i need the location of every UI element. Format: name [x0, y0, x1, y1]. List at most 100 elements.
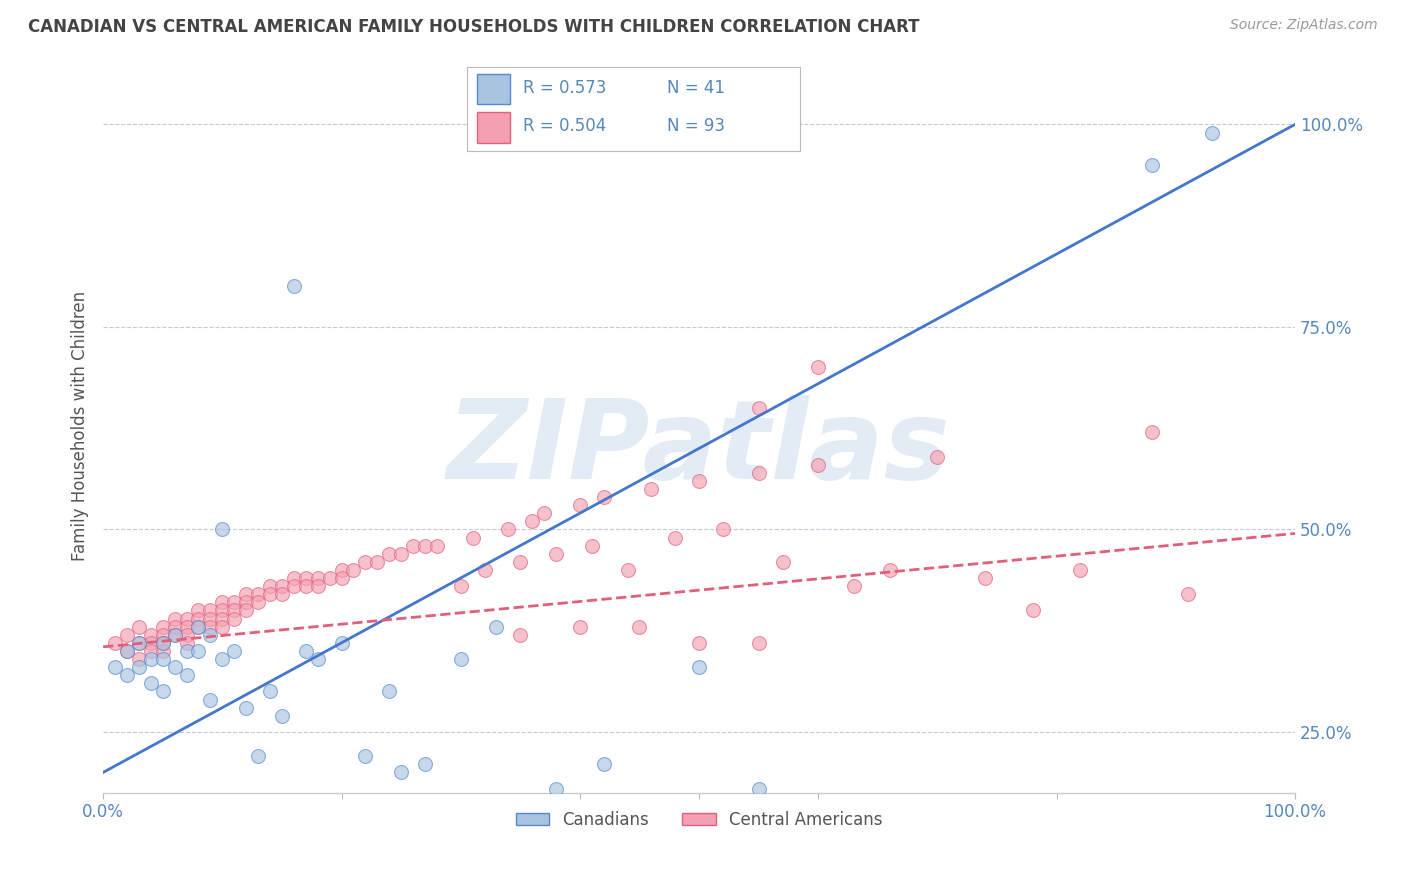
Point — [748, 636, 770, 650]
Point — [581, 539, 603, 553]
Point — [807, 458, 830, 472]
Point — [544, 781, 567, 796]
Point — [176, 628, 198, 642]
Point — [104, 636, 127, 650]
Point — [152, 644, 174, 658]
Point — [200, 611, 222, 625]
Text: CANADIAN VS CENTRAL AMERICAN FAMILY HOUSEHOLDS WITH CHILDREN CORRELATION CHART: CANADIAN VS CENTRAL AMERICAN FAMILY HOUS… — [28, 18, 920, 36]
Point — [224, 644, 246, 658]
Point — [1201, 126, 1223, 140]
Point — [294, 579, 316, 593]
Point — [748, 781, 770, 796]
Point — [163, 660, 186, 674]
Point — [1140, 425, 1163, 440]
Point — [330, 636, 353, 650]
Point — [139, 676, 162, 690]
Point — [211, 603, 233, 617]
Point — [271, 708, 294, 723]
Point — [163, 628, 186, 642]
Point — [163, 611, 186, 625]
Point — [283, 571, 305, 585]
Point — [616, 563, 638, 577]
Point — [568, 619, 591, 633]
Point — [128, 660, 150, 674]
Point — [176, 668, 198, 682]
Point — [413, 757, 436, 772]
Point — [330, 571, 353, 585]
Point — [115, 628, 138, 642]
Point — [842, 579, 865, 593]
Point — [152, 628, 174, 642]
Point — [163, 619, 186, 633]
Point — [187, 644, 209, 658]
Text: Source: ZipAtlas.com: Source: ZipAtlas.com — [1230, 18, 1378, 32]
Point — [461, 531, 484, 545]
Point — [259, 684, 281, 698]
Point — [509, 555, 531, 569]
Point — [1140, 158, 1163, 172]
Point — [330, 563, 353, 577]
Point — [200, 619, 222, 633]
Point — [318, 571, 340, 585]
Point — [378, 547, 401, 561]
Point — [294, 644, 316, 658]
Point — [544, 547, 567, 561]
Point — [748, 401, 770, 415]
Point — [1022, 603, 1045, 617]
Point — [163, 628, 186, 642]
Point — [389, 765, 412, 780]
Point — [152, 636, 174, 650]
Point — [211, 595, 233, 609]
Point — [413, 539, 436, 553]
Point — [688, 660, 710, 674]
Point — [115, 644, 138, 658]
Point — [450, 579, 472, 593]
Point — [628, 619, 651, 633]
Point — [139, 628, 162, 642]
Point — [200, 628, 222, 642]
Point — [1177, 587, 1199, 601]
Legend: Canadians, Central Americans: Canadians, Central Americans — [509, 805, 889, 836]
Point — [271, 579, 294, 593]
Point — [568, 498, 591, 512]
Point — [498, 523, 520, 537]
Point — [294, 571, 316, 585]
Point — [1069, 563, 1091, 577]
Point — [115, 644, 138, 658]
Point — [533, 506, 555, 520]
Point — [688, 636, 710, 650]
Point — [247, 587, 270, 601]
Point — [522, 514, 544, 528]
Point — [176, 636, 198, 650]
Point — [235, 700, 257, 714]
Point — [235, 595, 257, 609]
Point — [711, 523, 734, 537]
Point — [187, 603, 209, 617]
Point — [128, 652, 150, 666]
Point — [402, 539, 425, 553]
Point — [307, 652, 329, 666]
Point — [592, 490, 614, 504]
Point — [200, 692, 222, 706]
Point — [152, 684, 174, 698]
Point — [200, 603, 222, 617]
Point — [224, 611, 246, 625]
Point — [426, 539, 449, 553]
Point — [211, 523, 233, 537]
Point — [748, 466, 770, 480]
Point — [128, 619, 150, 633]
Point — [152, 652, 174, 666]
Point — [879, 563, 901, 577]
Point — [187, 619, 209, 633]
Point — [688, 474, 710, 488]
Point — [211, 652, 233, 666]
Point — [354, 555, 377, 569]
Point — [366, 555, 388, 569]
Point — [224, 595, 246, 609]
Point — [139, 652, 162, 666]
Point — [974, 571, 997, 585]
Point — [139, 644, 162, 658]
Point — [640, 482, 662, 496]
Point — [474, 563, 496, 577]
Point — [259, 587, 281, 601]
